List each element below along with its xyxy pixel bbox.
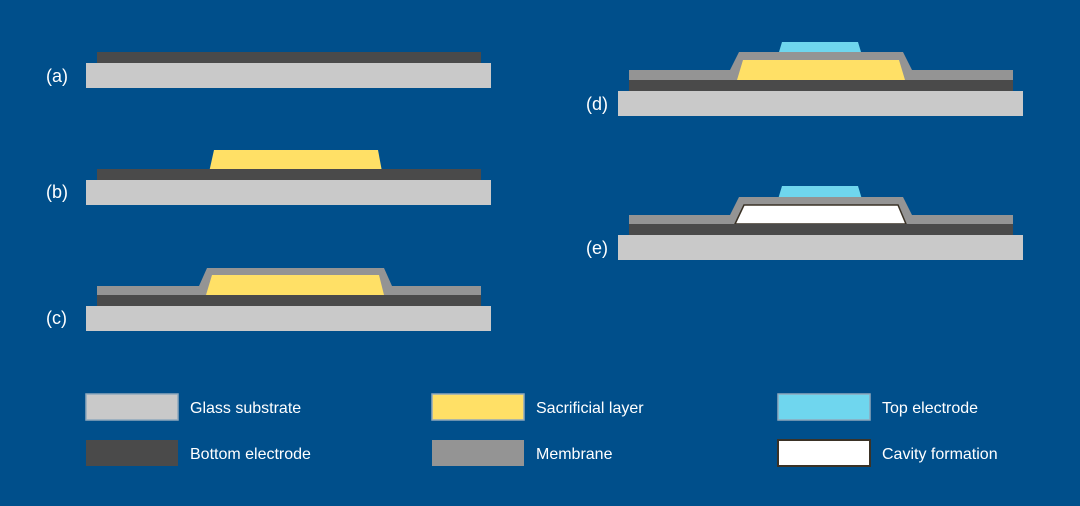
glass-substrate-layer (618, 235, 1023, 260)
panel-e-label: (e) (586, 238, 608, 258)
panel-d-label: (d) (586, 94, 608, 114)
panel-b-label: (b) (46, 182, 68, 202)
legend-swatch-glass-substrate (85, 393, 179, 421)
sacrificial-layer-shape (737, 60, 905, 80)
panel-e: (e) (586, 186, 1023, 260)
panel-a-label: (a) (46, 66, 68, 86)
legend-swatch-sacrificial-layer (431, 393, 525, 421)
legend-item-membrane: Membrane (432, 440, 613, 466)
legend-swatch-membrane (432, 440, 524, 466)
legend-item-glass-substrate: Glass substrate (85, 393, 301, 421)
panel-c: (c) (46, 268, 491, 331)
legend-item-bottom-electrode: Bottom electrode (86, 440, 311, 466)
legend-swatch-bottom-electrode (86, 440, 178, 466)
legend-item-top-electrode: Top electrode (777, 393, 978, 421)
glass-substrate-layer (618, 91, 1023, 116)
panel-d: (d) (586, 42, 1023, 116)
bottom-electrode-layer (97, 52, 481, 63)
bottom-electrode-layer (97, 295, 481, 306)
legend-label-membrane: Membrane (536, 446, 613, 463)
cavity-shape (733, 204, 908, 225)
legend-label-cavity-formation: Cavity formation (882, 446, 998, 463)
legend-swatch-cavity-formation (777, 439, 871, 467)
glass-substrate-layer (86, 63, 491, 88)
legend-label-top-electrode: Top electrode (882, 400, 978, 417)
panel-c-label: (c) (46, 308, 67, 328)
legend-label-glass-substrate: Glass substrate (190, 400, 301, 417)
legend-swatch-top-electrode (777, 393, 871, 421)
glass-substrate-layer (86, 306, 491, 331)
legend-item-sacrificial-layer: Sacrificial layer (431, 393, 644, 421)
legend-label-sacrificial-layer: Sacrificial layer (536, 400, 644, 417)
panel-a: (a) (46, 52, 491, 88)
bottom-electrode-layer (629, 80, 1013, 91)
legend-item-cavity-formation: Cavity formation (777, 439, 998, 467)
bottom-electrode-layer (97, 169, 481, 180)
panel-b: (b) (46, 150, 491, 205)
glass-substrate-layer (86, 180, 491, 205)
bottom-electrode-layer (629, 224, 1013, 235)
sacrificial-layer-shape (206, 275, 384, 295)
legend-label-bottom-electrode: Bottom electrode (190, 446, 311, 463)
legend: Glass substrate Sacrificial layer Top el… (85, 393, 998, 467)
